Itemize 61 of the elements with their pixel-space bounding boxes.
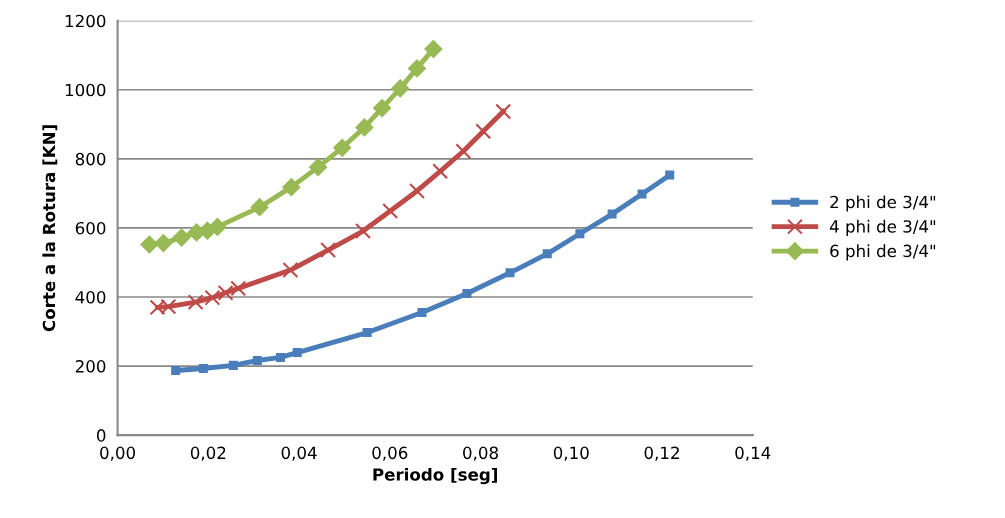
x-tick-label: 0,00 — [100, 446, 136, 461]
point — [187, 294, 204, 311]
point — [382, 203, 399, 219]
y-tick-label: 1000 — [65, 83, 106, 97]
legend-label: 6 phi de 3/4" — [830, 244, 936, 261]
point — [542, 249, 552, 259]
point — [475, 123, 492, 140]
point — [320, 242, 337, 259]
point — [373, 99, 391, 117]
point — [333, 138, 352, 157]
point — [275, 352, 285, 362]
x-tick-label: 0,06 — [372, 446, 408, 461]
y-axis-title: Corte a la Rotura [KN] — [42, 125, 58, 332]
point — [154, 234, 173, 253]
point — [391, 79, 410, 98]
point — [252, 356, 262, 366]
y-tick-label: 0 — [96, 429, 106, 442]
y-tick-label: 200 — [75, 360, 106, 373]
point — [171, 366, 181, 376]
point — [417, 308, 427, 318]
x-tick-label: 0,04 — [281, 446, 317, 461]
point — [505, 268, 515, 278]
point — [432, 163, 449, 180]
x-tick-label: 0,02 — [190, 446, 226, 461]
y-tick-label: 400 — [75, 290, 106, 304]
point — [637, 189, 647, 199]
point — [282, 262, 299, 279]
point — [355, 223, 372, 240]
point — [217, 284, 234, 301]
x-tick-label: 0,12 — [644, 446, 679, 461]
point — [665, 170, 675, 180]
point — [140, 235, 159, 254]
point — [362, 328, 372, 338]
point — [250, 198, 269, 217]
point — [355, 118, 374, 137]
point — [462, 289, 472, 299]
x-tick-label: 0,14 — [735, 446, 771, 461]
point — [230, 280, 247, 297]
x-tick-label: 0,10 — [553, 446, 589, 461]
y-tick-label: 800 — [75, 152, 106, 166]
point — [424, 40, 443, 58]
point — [172, 228, 191, 247]
point — [208, 217, 227, 236]
point — [282, 178, 301, 197]
point — [455, 143, 472, 160]
point — [495, 103, 512, 120]
point — [408, 59, 426, 78]
point — [204, 289, 221, 306]
legend-label: 2 phi de 3/4" — [830, 195, 936, 212]
point — [292, 348, 302, 358]
point — [575, 229, 585, 239]
point — [409, 182, 425, 199]
y-tick-label: 600 — [75, 221, 106, 235]
x-axis-title: Periodo [seg] — [373, 467, 497, 485]
point — [607, 209, 617, 219]
point — [228, 360, 238, 370]
legend-label: 4 phi de 3/4" — [829, 219, 936, 236]
point — [309, 158, 328, 177]
y-tick-label: 1200 — [65, 14, 106, 28]
x-tick-label: 0,08 — [463, 446, 498, 461]
point — [198, 363, 208, 373]
